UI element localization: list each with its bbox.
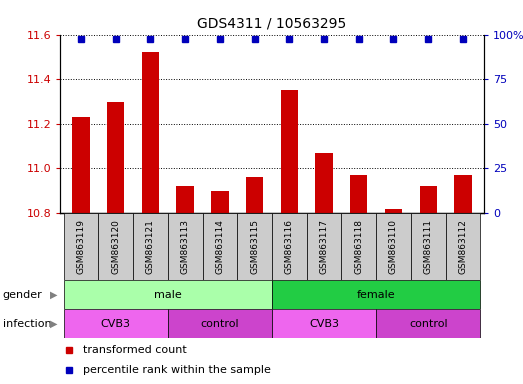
Text: male: male xyxy=(154,290,181,300)
Bar xyxy=(168,213,202,280)
Bar xyxy=(98,213,133,280)
Text: GSM863119: GSM863119 xyxy=(76,219,85,274)
Text: GSM863114: GSM863114 xyxy=(215,219,224,274)
Text: GSM863112: GSM863112 xyxy=(459,219,468,274)
Bar xyxy=(64,280,272,309)
Bar xyxy=(306,213,342,280)
Text: percentile rank within the sample: percentile rank within the sample xyxy=(84,364,271,375)
Text: GSM863118: GSM863118 xyxy=(354,219,363,274)
Bar xyxy=(246,177,263,213)
Text: transformed count: transformed count xyxy=(84,345,187,355)
Text: GSM863113: GSM863113 xyxy=(180,219,190,274)
Bar xyxy=(272,309,376,338)
Text: control: control xyxy=(200,318,239,329)
Bar xyxy=(376,213,411,280)
Bar xyxy=(281,90,298,213)
Text: GSM863111: GSM863111 xyxy=(424,219,433,274)
Text: CVB3: CVB3 xyxy=(101,318,131,329)
Bar xyxy=(107,101,124,213)
Text: GSM863115: GSM863115 xyxy=(250,219,259,274)
Bar xyxy=(385,209,402,213)
Bar xyxy=(142,52,159,213)
Bar xyxy=(376,309,480,338)
Bar xyxy=(411,213,446,280)
Text: gender: gender xyxy=(3,290,42,300)
Bar xyxy=(211,191,229,213)
Bar xyxy=(350,175,368,213)
Text: GSM863117: GSM863117 xyxy=(320,219,328,274)
Bar xyxy=(446,213,480,280)
Bar xyxy=(133,213,168,280)
Bar xyxy=(237,213,272,280)
Title: GDS4311 / 10563295: GDS4311 / 10563295 xyxy=(197,17,347,31)
Text: GSM863116: GSM863116 xyxy=(285,219,294,274)
Bar xyxy=(419,186,437,213)
Bar xyxy=(64,309,168,338)
Bar xyxy=(168,309,272,338)
Bar xyxy=(342,213,376,280)
Bar xyxy=(202,213,237,280)
Text: GSM863121: GSM863121 xyxy=(146,219,155,274)
Bar xyxy=(272,213,306,280)
Text: ▶: ▶ xyxy=(50,318,58,329)
Text: CVB3: CVB3 xyxy=(309,318,339,329)
Text: female: female xyxy=(357,290,395,300)
Bar xyxy=(272,280,480,309)
Bar xyxy=(315,153,333,213)
Bar xyxy=(176,186,194,213)
Bar xyxy=(454,175,472,213)
Text: GSM863110: GSM863110 xyxy=(389,219,398,274)
Text: ▶: ▶ xyxy=(50,290,58,300)
Text: control: control xyxy=(409,318,448,329)
Bar xyxy=(72,117,89,213)
Bar xyxy=(64,213,98,280)
Text: infection: infection xyxy=(3,318,51,329)
Text: GSM863120: GSM863120 xyxy=(111,219,120,274)
